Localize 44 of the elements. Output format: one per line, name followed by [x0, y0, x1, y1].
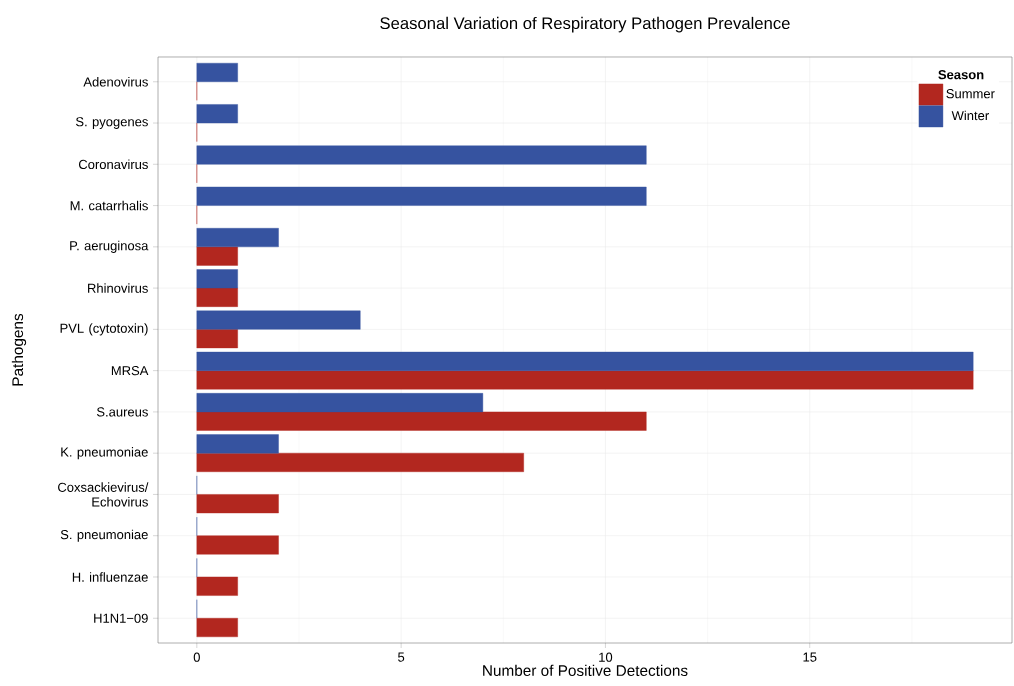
- bar: [196, 269, 238, 289]
- bar: [196, 62, 238, 82]
- chart-title: Seasonal Variation of Respiratory Pathogen Prevalence: [380, 16, 790, 33]
- bar: [196, 287, 238, 307]
- x-tick-label: 0: [193, 652, 200, 662]
- bar: [196, 393, 484, 413]
- bar: [196, 186, 647, 206]
- y-tick-label: MRSA: [111, 366, 149, 376]
- y-tick-label: Adenovirus: [83, 76, 148, 87]
- y-tick-label: S. pneumoniae: [60, 529, 148, 542]
- y-tick-label: P. aeruginosa: [70, 240, 149, 253]
- y-tick-label: Coronavirus: [78, 159, 148, 170]
- bar: [196, 329, 238, 349]
- y-tick-label: K. pneumoniae: [61, 447, 148, 460]
- y-tick-label: H. influenzae: [72, 572, 148, 582]
- y-tick-label: S. pyogenes: [75, 117, 148, 129]
- bar: [196, 246, 238, 266]
- bar: [196, 351, 974, 371]
- y-tick-label: PVL (cytotoxin): [60, 323, 148, 336]
- bar: [196, 576, 238, 596]
- y-tick-label: M. catarrhalis: [70, 200, 148, 211]
- bar: [196, 494, 279, 514]
- bar: [196, 228, 279, 248]
- bar: [196, 452, 524, 472]
- y-tick-label: Coxsackievirus/ Echovirus: [58, 482, 149, 507]
- y-axis-title: Pathogens: [11, 313, 27, 386]
- legend-label: Winter: [951, 110, 989, 121]
- x-tick-label: 10: [599, 652, 613, 662]
- x-axis-title: Number of Positive Detections: [483, 664, 688, 676]
- bar: [196, 411, 647, 431]
- y-tick-label: Rhinovirus: [88, 283, 148, 293]
- bar: [196, 145, 647, 165]
- y-tick-label: H1N1−09: [94, 613, 148, 623]
- x-tick-label: 5: [398, 652, 405, 662]
- bar: [196, 434, 279, 454]
- legend-title: Season: [938, 70, 984, 80]
- legend-label: Summer: [946, 89, 995, 99]
- bar: [196, 310, 361, 330]
- bar: [196, 618, 238, 638]
- y-tick-label: S.aureus: [96, 407, 148, 417]
- bar: [196, 104, 238, 124]
- x-tick-label: 15: [803, 652, 817, 662]
- bar: [196, 535, 279, 555]
- bar: [196, 370, 974, 390]
